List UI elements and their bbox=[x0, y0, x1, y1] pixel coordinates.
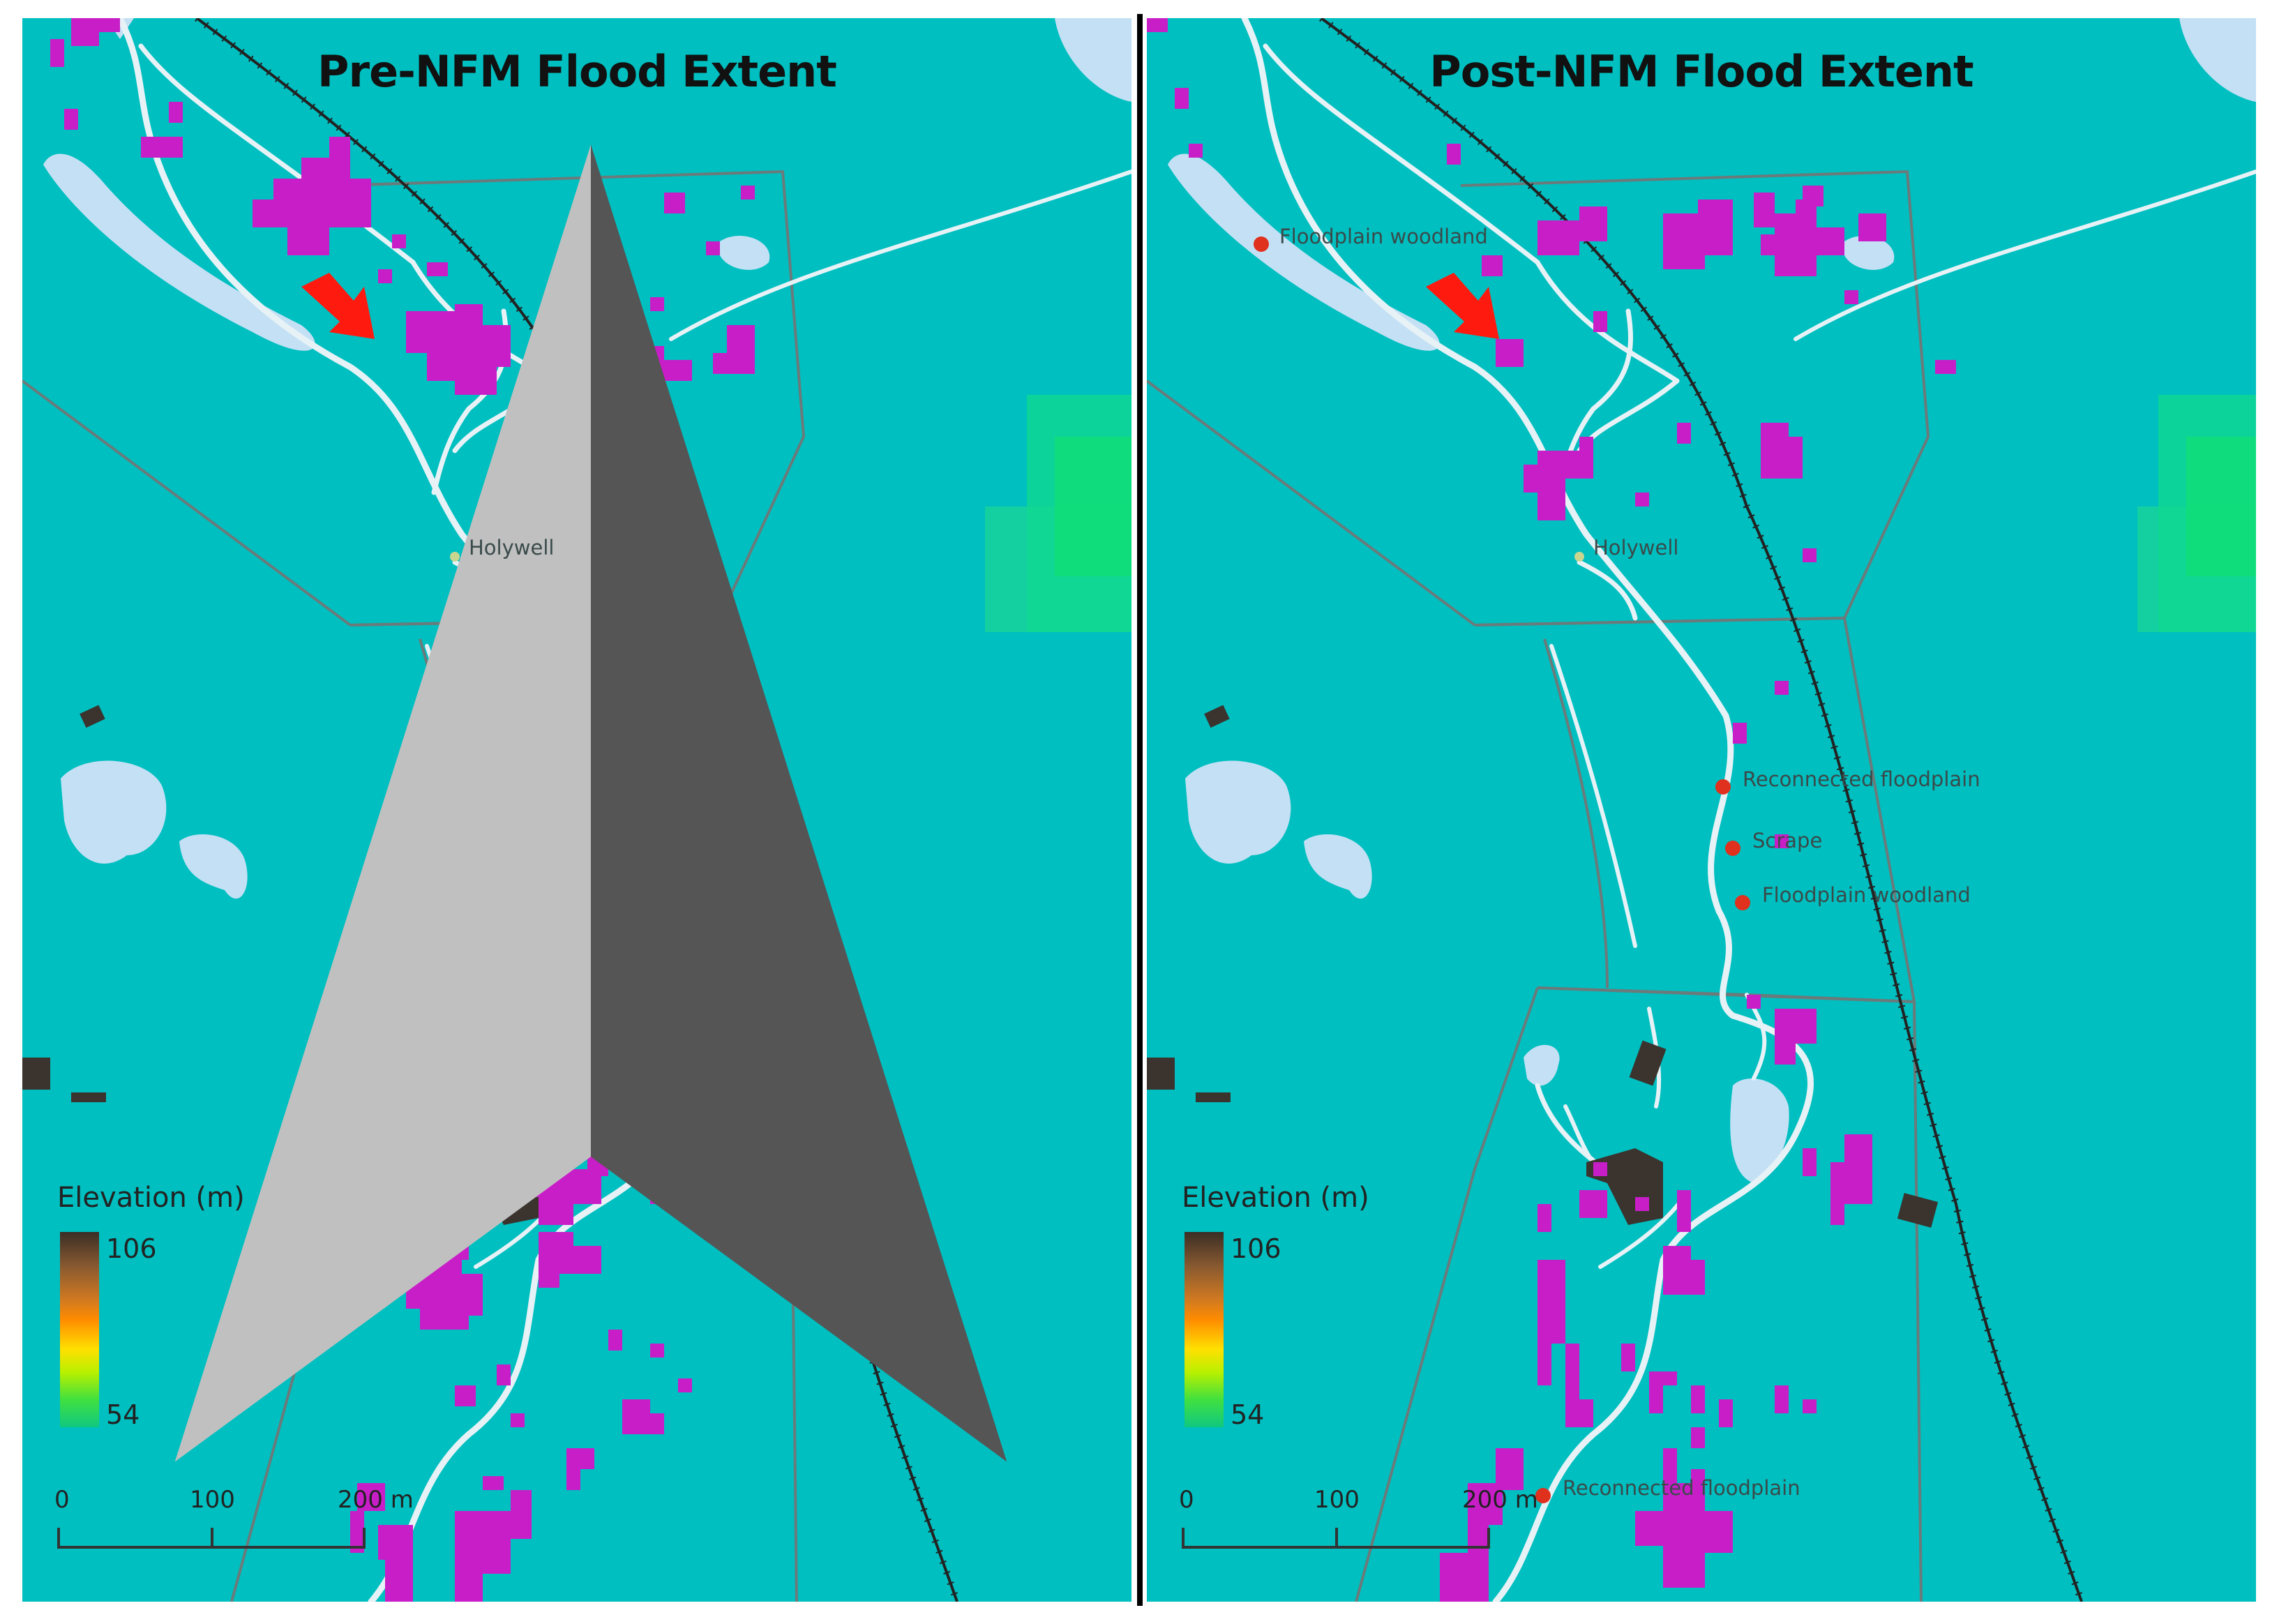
place-label-floodplain-woodland: Floodplain woodland bbox=[1762, 883, 1971, 907]
scale-tick bbox=[363, 1528, 366, 1549]
map-canvas bbox=[1147, 18, 2256, 1602]
scale-label-0: 0 bbox=[1179, 1486, 1194, 1514]
holywell-marker bbox=[450, 552, 460, 562]
elevation-patch bbox=[985, 395, 1131, 632]
scale-label-100: 100 bbox=[1314, 1486, 1360, 1514]
place-label-holywell: Holywell bbox=[1593, 536, 1679, 559]
place-label-reconnected-floodplain: Reconnected floodplain bbox=[1563, 1476, 1800, 1500]
scale-tick bbox=[211, 1528, 213, 1549]
flow-direction-arrow bbox=[1426, 273, 1499, 339]
legend-color-ramp bbox=[1185, 1232, 1224, 1427]
river-network bbox=[1241, 18, 2256, 1602]
legend-color-ramp bbox=[60, 1232, 99, 1427]
legend-min: 54 bbox=[1231, 1399, 1265, 1430]
scale-label-0: 0 bbox=[54, 1486, 70, 1514]
field-boundaries bbox=[1147, 170, 1930, 1602]
scale-label-200: 200 m bbox=[338, 1486, 414, 1514]
scale-tick bbox=[57, 1528, 60, 1549]
place-label-floodplain-woodland: Floodplain woodland bbox=[1279, 225, 1488, 248]
legend-title: Elevation (m) bbox=[57, 1182, 245, 1214]
panel-title: Pre-NFM Flood Extent bbox=[317, 46, 837, 97]
elevation-patch bbox=[2137, 395, 2256, 632]
place-label-reconnected-floodplain: Reconnected floodplain bbox=[1743, 767, 1980, 791]
map-panel-post-nfm: Post-NFM Flood Extent N Floodplain woodl… bbox=[1147, 18, 2256, 1602]
scale-tick bbox=[1335, 1528, 1338, 1549]
water-bodies bbox=[43, 18, 1131, 1183]
panel-title: Post-NFM Flood Extent bbox=[1429, 46, 1973, 97]
scale-tick bbox=[1487, 1528, 1490, 1549]
flood-extent bbox=[1147, 18, 1956, 1602]
scale-label-200: 200 m bbox=[1462, 1486, 1538, 1514]
legend-min: 54 bbox=[106, 1399, 140, 1430]
flow-direction-arrow bbox=[301, 273, 375, 339]
place-label-scrape: Scrape bbox=[1752, 829, 1823, 852]
legend-title: Elevation (m) bbox=[1182, 1182, 1369, 1214]
legend-max: 106 bbox=[1231, 1233, 1281, 1264]
scale-label-100: 100 bbox=[190, 1486, 235, 1514]
scale-tick bbox=[1182, 1528, 1185, 1549]
map-panel-pre-nfm: Pre-NFM Flood Extent Holywell Elevation … bbox=[22, 18, 1131, 1602]
place-label-holywell: Holywell bbox=[469, 536, 555, 559]
north-arrow-icon: N bbox=[2185, 46, 2256, 1602]
legend-max: 106 bbox=[106, 1233, 157, 1264]
nfm-intervention-markers bbox=[1254, 236, 1750, 1503]
holywell-marker bbox=[1574, 552, 1584, 562]
panel-divider bbox=[1137, 14, 1143, 1606]
north-arrow-icon bbox=[174, 144, 1007, 1462]
water-bodies bbox=[1168, 18, 2256, 1183]
